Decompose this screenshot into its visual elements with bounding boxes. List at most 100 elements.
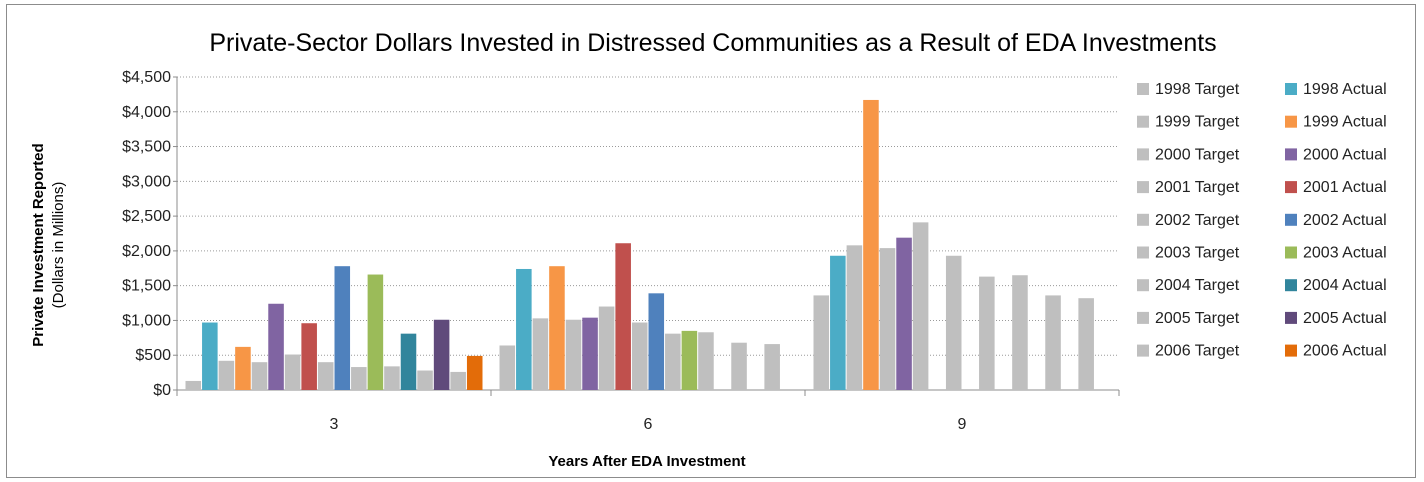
bar xyxy=(433,319,450,390)
legend-swatch xyxy=(1285,181,1297,194)
legend-label: 1999 Target xyxy=(1155,114,1240,131)
legend-label: 2000 Target xyxy=(1155,146,1240,163)
bar xyxy=(384,366,400,390)
bar xyxy=(830,255,846,390)
y-tick-label: $0 xyxy=(153,382,171,399)
bar xyxy=(879,248,896,390)
y-tick-label: $2,000 xyxy=(122,243,171,260)
bar xyxy=(896,237,912,390)
bar xyxy=(532,318,549,390)
legend-swatch xyxy=(1137,213,1149,226)
bar xyxy=(202,322,218,390)
bar xyxy=(979,276,995,390)
bar xyxy=(1045,295,1061,390)
y-tick-label: $1,000 xyxy=(122,312,171,329)
legend-label: 2003 Target xyxy=(1155,245,1240,262)
bar xyxy=(549,266,565,390)
legend-label: 2003 Actual xyxy=(1303,245,1387,262)
legend-swatch xyxy=(1285,311,1297,324)
bar xyxy=(351,367,367,390)
legend-swatch xyxy=(1285,344,1297,357)
bar xyxy=(615,243,631,390)
bar xyxy=(499,345,516,390)
bar xyxy=(731,342,747,390)
bar xyxy=(945,255,962,390)
legend-swatch xyxy=(1137,148,1149,161)
x-tick-label: 6 xyxy=(644,416,653,433)
bar xyxy=(1012,275,1028,390)
bar xyxy=(565,319,582,390)
y-tick-label: $500 xyxy=(135,347,171,364)
y-tick-label: $2,500 xyxy=(122,208,171,225)
bars xyxy=(185,99,1094,390)
bar xyxy=(516,268,532,390)
bar xyxy=(367,274,384,390)
legend-label: 2000 Actual xyxy=(1303,146,1387,163)
legend-label: 2004 Actual xyxy=(1303,277,1387,294)
y-tick-label: $4,500 xyxy=(122,69,171,86)
bar xyxy=(698,332,714,390)
legend-swatch xyxy=(1285,115,1297,128)
bar xyxy=(284,354,301,390)
y-tick-label: $3,000 xyxy=(122,173,171,190)
bar xyxy=(912,222,929,390)
legend-swatch xyxy=(1285,246,1297,259)
bar xyxy=(301,323,317,390)
chart-frame: Private-Sector Dollars Invested in Distr… xyxy=(6,4,1416,478)
bar xyxy=(582,317,598,390)
bar xyxy=(317,362,334,390)
legend-swatch xyxy=(1285,83,1297,95)
legend-label: 2002 Actual xyxy=(1303,212,1387,229)
legend-label: 2002 Target xyxy=(1155,212,1240,229)
bar xyxy=(1078,298,1094,390)
bar xyxy=(417,370,433,390)
legend-swatch xyxy=(1285,279,1297,292)
x-axis-title: Years After EDA Investment xyxy=(548,453,745,470)
y-axis-subtitle-group: (Dollars in Millions) xyxy=(50,182,67,309)
bar xyxy=(863,99,879,390)
bar xyxy=(466,355,483,390)
bar xyxy=(334,266,351,390)
legend-label: 1999 Actual xyxy=(1303,114,1387,131)
bar xyxy=(846,245,863,390)
bar xyxy=(648,293,665,390)
bar xyxy=(185,380,202,390)
legend-swatch xyxy=(1137,181,1149,194)
gridlines xyxy=(177,76,1119,356)
bar xyxy=(218,360,235,390)
legend-swatch xyxy=(1137,311,1149,324)
x-axis: 3 6 9 xyxy=(176,389,1120,433)
y-axis-subtitle: (Dollars in Millions) xyxy=(50,182,67,309)
bar-chart: Private-Sector Dollars Invested in Distr… xyxy=(30,29,1387,470)
legend-label: 2005 Actual xyxy=(1303,310,1387,327)
legend-swatch xyxy=(1137,344,1149,357)
bar xyxy=(598,306,615,390)
legend-label: 2001 Actual xyxy=(1303,179,1387,196)
bar xyxy=(450,371,466,390)
legend-label: 2006 Target xyxy=(1155,343,1240,360)
legend-swatch xyxy=(1285,213,1297,226)
legend-swatch xyxy=(1137,115,1149,128)
bar xyxy=(681,330,698,390)
legend-swatch xyxy=(1137,83,1149,95)
bar xyxy=(268,303,284,390)
x-tick-label: 9 xyxy=(958,416,967,433)
bar xyxy=(631,322,648,390)
bar xyxy=(764,344,780,390)
legend-label: 2004 Target xyxy=(1155,277,1240,294)
legend-swatch xyxy=(1137,279,1149,292)
bar xyxy=(665,333,681,390)
y-tick-label: $3,500 xyxy=(122,139,171,156)
legend-label: 1998 Actual xyxy=(1303,81,1387,98)
y-tick-label: $4,000 xyxy=(122,104,171,121)
x-tick-label: 3 xyxy=(330,416,339,433)
legend-label: 2006 Actual xyxy=(1303,343,1387,360)
y-axis-title: Private Investment Reported xyxy=(30,143,47,346)
y-axis: $0 $500 $1,000 $1,500 $2,000 $2,500 $3,000 $3,5… xyxy=(122,69,178,399)
y-axis-title-group: Private Investment Reported xyxy=(30,143,47,346)
legend: 1998 Target 1998 Actual 1999 Target 1999 Ac… xyxy=(1137,81,1387,360)
bar xyxy=(813,295,830,390)
legend-label: 2001 Target xyxy=(1155,179,1240,196)
legend-swatch xyxy=(1285,148,1297,161)
chart-title: Private-Sector Dollars Invested in Distr… xyxy=(209,29,1216,57)
